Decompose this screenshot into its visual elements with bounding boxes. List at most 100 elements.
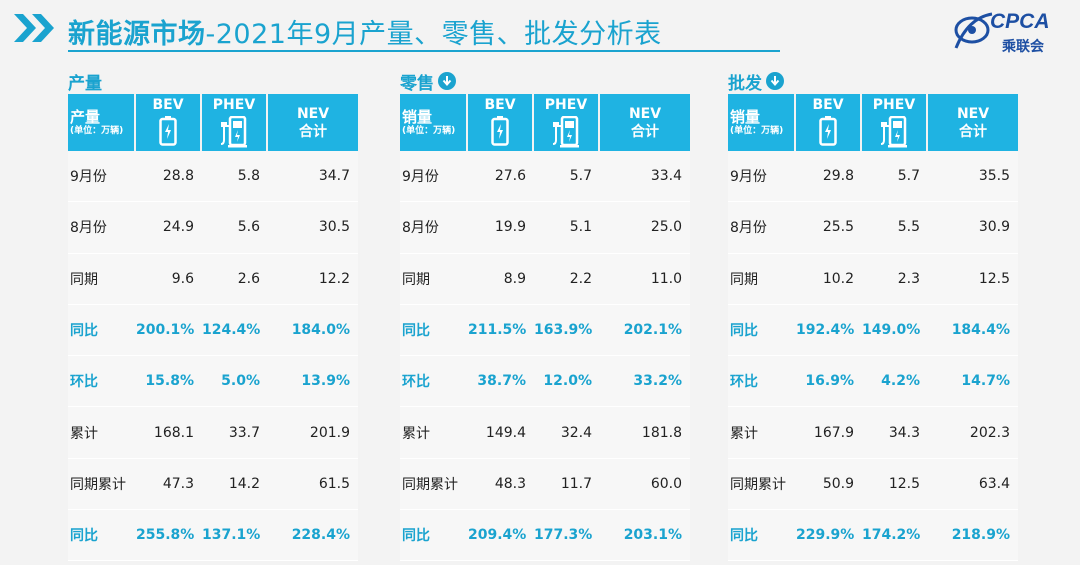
header-bev-label: BEV	[484, 97, 516, 113]
header-nev-label: NEV	[628, 105, 662, 122]
row-label: 同期	[400, 253, 468, 305]
header-cell-phev: PHEV	[534, 94, 600, 151]
arrow-down-circle-icon[interactable]	[438, 72, 456, 90]
data-table: 销量 (单位：万辆) BEV PHEV NEV 合计 9月份 29.8 5.7 35.…	[728, 94, 1018, 562]
cell-bev: 209.4%	[468, 510, 534, 562]
header: 新能源市场-2021年9月产量、零售、批发分析表 CPCA 乘联会	[0, 0, 1080, 60]
cell-nev: 30.5	[268, 202, 358, 254]
row-label: 同比	[68, 304, 136, 357]
cell-bev: 27.6	[468, 151, 534, 203]
cell-phev: 163.9%	[534, 304, 600, 357]
cell-phev: 5.8	[202, 151, 268, 203]
cell-phev: 5.0%	[202, 356, 268, 408]
cell-nev: 60.0	[600, 458, 690, 511]
cell-nev: 33.2%	[600, 356, 690, 408]
header-phev-label: PHEV	[212, 97, 256, 113]
row-label: 8月份	[68, 202, 136, 254]
cell-nev: 202.3	[928, 407, 1018, 459]
cell-bev: 200.1%	[136, 304, 202, 357]
cell-bev: 149.4	[468, 407, 534, 459]
cell-phev: 5.7	[534, 151, 600, 203]
row-label: 同比	[400, 304, 468, 357]
cell-phev: 177.3%	[534, 510, 600, 562]
cell-bev: 25.5	[796, 202, 862, 254]
cell-nev: 202.1%	[600, 304, 690, 357]
row-label: 同比	[728, 304, 796, 357]
cell-phev: 33.7	[202, 407, 268, 459]
table-row: 同期累计 48.3 11.7 60.0	[400, 458, 690, 511]
row-label: 同期累计	[68, 458, 136, 511]
cell-bev: 28.8	[136, 151, 202, 203]
row-label: 8月份	[728, 202, 796, 254]
cell-phev: 5.7	[862, 151, 928, 203]
table-row: 累计 167.9 34.3 202.3	[728, 407, 1018, 459]
cell-bev: 38.7%	[468, 356, 534, 408]
table-row: 9月份 29.8 5.7 35.5	[728, 151, 1018, 203]
cell-phev: 11.7	[534, 458, 600, 511]
table-row: 同比 211.5% 163.9% 202.1%	[400, 304, 690, 357]
panel-title: 零售	[400, 68, 690, 94]
page-title-bold: 新能源市场	[68, 19, 206, 50]
header-unit-label: (单位：万辆)	[730, 125, 784, 136]
logo-text: CPCA	[990, 10, 1050, 33]
table-row: 同期 9.6 2.6 12.2	[68, 253, 358, 305]
cell-bev: 8.9	[468, 253, 534, 305]
cell-phev: 34.3	[862, 407, 928, 459]
cell-bev: 255.8%	[136, 510, 202, 562]
data-table: 产量 (单位：万辆) BEV PHEV NEV 合计 9月份 28.8 5.8 34.…	[68, 94, 358, 562]
header-bev-label: BEV	[812, 97, 844, 113]
arrow-down-circle-icon[interactable]	[766, 72, 784, 90]
panel-title-text: 批发	[728, 73, 762, 94]
cell-phev: 12.5	[862, 458, 928, 511]
cell-bev: 19.9	[468, 202, 534, 254]
cell-bev: 24.9	[136, 202, 202, 254]
header-phev-label: PHEV	[872, 97, 916, 113]
panel-retail: 零售 销量 (单位：万辆) BEV PHEV NEV	[400, 68, 690, 562]
row-label: 同比	[728, 510, 796, 562]
cell-nev: 33.4	[600, 151, 690, 203]
cell-bev: 50.9	[796, 458, 862, 511]
header-bev-label: BEV	[152, 97, 184, 113]
cell-bev: 15.8%	[136, 356, 202, 408]
cell-bev: 229.9%	[796, 510, 862, 562]
cell-bev: 47.3	[136, 458, 202, 511]
logo-cn-text: 乘联会	[1002, 39, 1044, 55]
table-row: 累计 149.4 32.4 181.8	[400, 407, 690, 459]
header-unit-label: (单位：万辆)	[402, 125, 456, 136]
header-cell-category: 产量 (单位：万辆)	[68, 94, 136, 151]
table-row: 环比 15.8% 5.0% 13.9%	[68, 356, 358, 408]
title-underline	[68, 50, 780, 52]
cell-nev: 35.5	[928, 151, 1018, 203]
cell-bev: 211.5%	[468, 304, 534, 357]
table-row: 9月份 27.6 5.7 33.4	[400, 151, 690, 203]
cell-nev: 203.1%	[600, 510, 690, 562]
cell-phev: 149.0%	[862, 304, 928, 357]
panel-wholesale: 批发 销量 (单位：万辆) BEV PHEV NEV	[728, 68, 1018, 562]
table-row: 同期累计 50.9 12.5 63.4	[728, 458, 1018, 511]
cell-bev: 167.9	[796, 407, 862, 459]
cell-bev: 168.1	[136, 407, 202, 459]
header-nev-label: NEV	[956, 105, 990, 122]
row-label: 累计	[68, 407, 136, 459]
cell-nev: 12.2	[268, 253, 358, 305]
cell-phev: 2.3	[862, 253, 928, 305]
row-label: 环比	[68, 356, 136, 408]
cell-phev: 2.6	[202, 253, 268, 305]
cell-nev: 201.9	[268, 407, 358, 459]
cell-bev: 192.4%	[796, 304, 862, 357]
cell-nev: 61.5	[268, 458, 358, 511]
row-label: 累计	[728, 407, 796, 459]
cell-bev: 16.9%	[796, 356, 862, 408]
table-row: 同比 209.4% 177.3% 203.1%	[400, 510, 690, 562]
cell-phev: 14.2	[202, 458, 268, 511]
battery-icon	[819, 116, 837, 146]
table-row: 8月份 24.9 5.6 30.5	[68, 202, 358, 254]
table-row: 同期 8.9 2.2 11.0	[400, 253, 690, 305]
row-label: 同期累计	[728, 458, 796, 511]
table-row: 同期 10.2 2.3 12.5	[728, 253, 1018, 305]
page-title-rest: -2021年9月产量、零售、批发分析表	[205, 19, 662, 50]
table-row: 同比 200.1% 124.4% 184.0%	[68, 304, 358, 357]
header-total-label: 合计	[959, 123, 987, 140]
cell-nev: 30.9	[928, 202, 1018, 254]
cell-phev: 137.1%	[202, 510, 268, 562]
